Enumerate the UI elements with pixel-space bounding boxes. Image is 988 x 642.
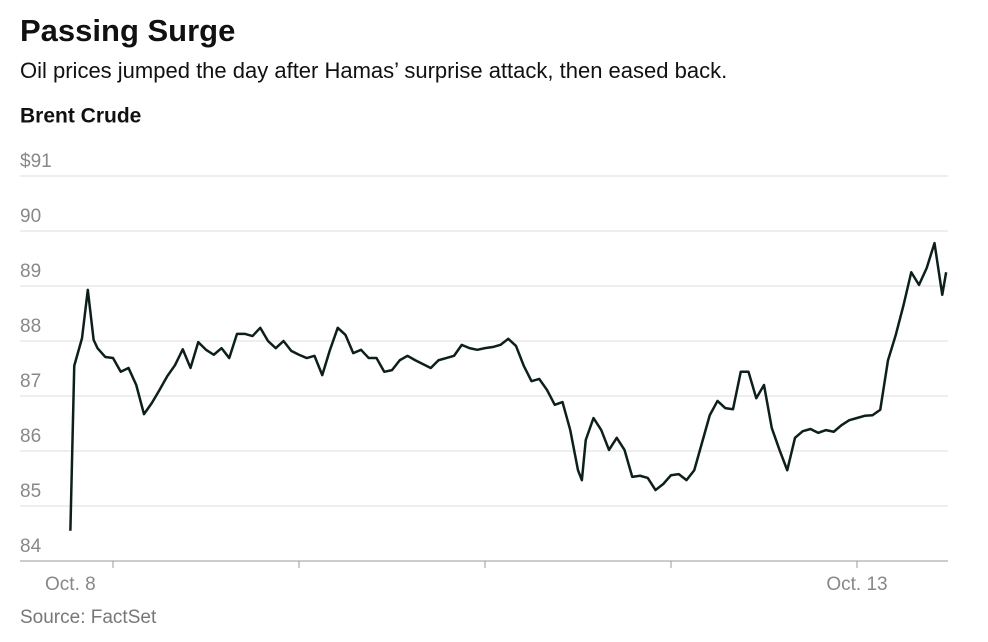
x-tick-label: Oct. 13 [826,574,887,595]
chart-subtitle: Oil prices jumped the day after Hamas’ s… [20,58,727,83]
source: Source: FactSet [20,607,157,628]
y-tick-label: 86 [20,426,41,447]
y-tick-label: 84 [20,536,42,557]
y-tick-label: 90 [20,206,41,227]
y-tick-label: 88 [20,316,41,337]
price-line [69,241,948,531]
y-tick-label: $91 [20,151,52,172]
chart-title: Passing Surge [20,13,235,48]
y-axis-label: Brent Crude [20,105,141,128]
y-tick-label: 89 [20,261,41,282]
y-tick-label: 87 [20,371,41,392]
x-tick-label: Oct. 8 [45,574,96,595]
y-tick-label: 85 [20,481,41,502]
